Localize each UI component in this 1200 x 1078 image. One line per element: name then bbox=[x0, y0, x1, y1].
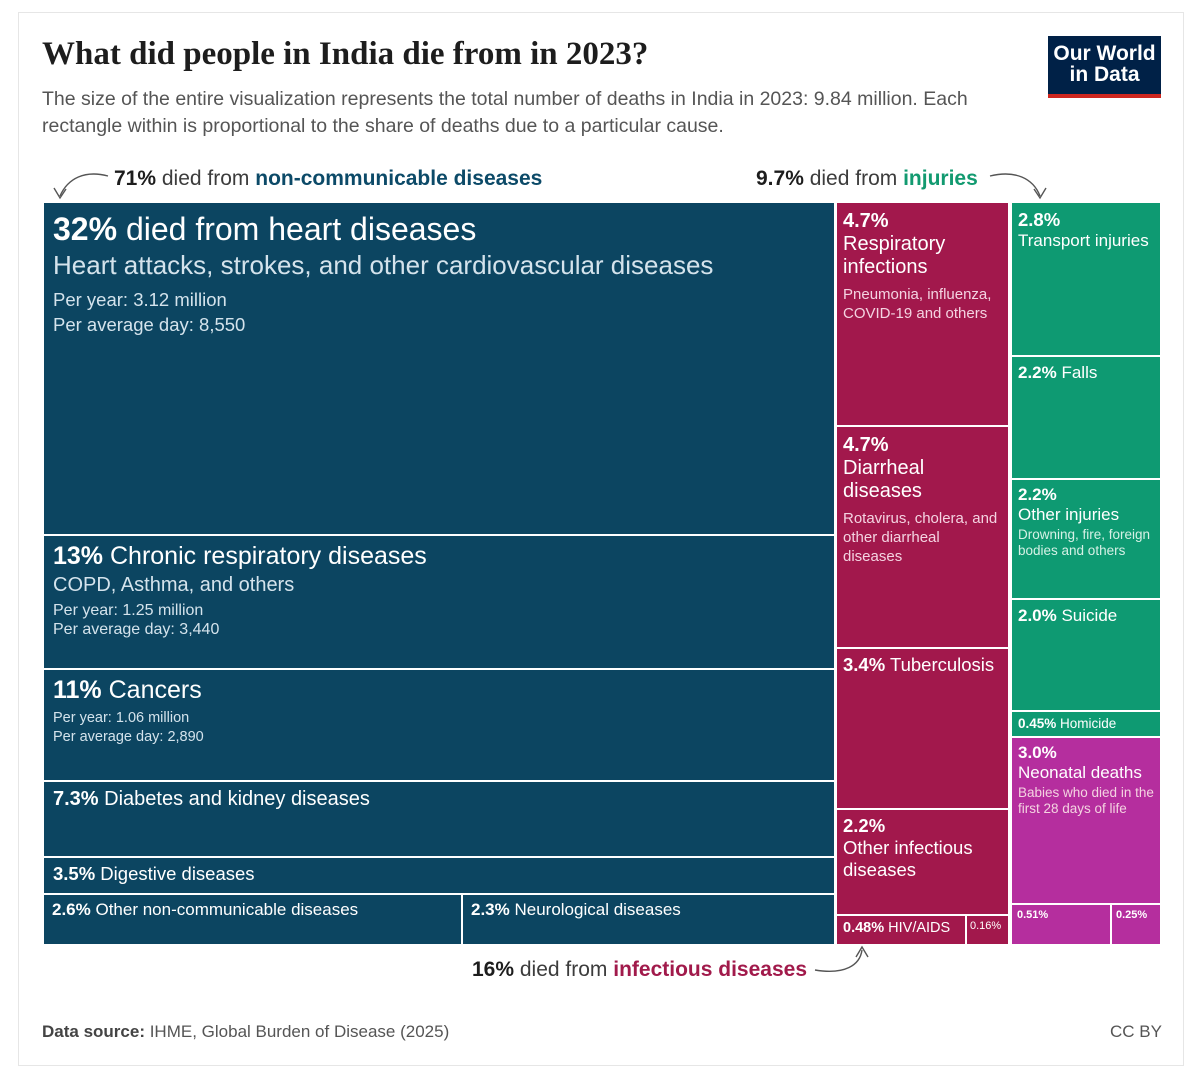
treemap-cell-cancers[interactable]: 11% Cancers Per year: 1.06 million Per a… bbox=[44, 670, 834, 780]
treemap-cell-chronic-respiratory[interactable]: 13% Chronic respiratory diseases COPD, A… bbox=[44, 536, 834, 668]
treemap-cell-other-ncd[interactable]: 2.6% Other non-communicable diseases bbox=[44, 895, 461, 944]
treemap-cell-neonatal-small-1[interactable]: 0.51% bbox=[1012, 905, 1110, 944]
data-source[interactable]: Data source: IHME, Global Burden of Dise… bbox=[42, 1022, 450, 1041]
treemap-cell-respiratory-infections[interactable]: 4.7% Respiratory infections Pneumonia, i… bbox=[837, 203, 1008, 425]
treemap-cell-other-injuries[interactable]: 2.2% Other injuries Drowning, fire, fore… bbox=[1012, 480, 1160, 598]
treemap-cell-falls[interactable]: 2.2% Falls bbox=[1012, 357, 1160, 478]
chart-title: What did people in India die from in 202… bbox=[42, 36, 649, 72]
treemap-cell-diarrheal[interactable]: 4.7% Diarrheal diseases Rotavirus, chole… bbox=[837, 427, 1008, 647]
treemap-cell-suicide[interactable]: 2.0% Suicide bbox=[1012, 600, 1160, 710]
owid-logo[interactable]: Our World in Data bbox=[1048, 36, 1161, 98]
treemap-cell-other-infectious[interactable]: 2.2% Other infectious diseases bbox=[837, 810, 1008, 914]
treemap-cell-hiv-aids[interactable]: 0.48% HIV/AIDS bbox=[837, 916, 965, 944]
treemap-cell-heart[interactable]: 32% died from heart diseases Heart attac… bbox=[44, 203, 834, 534]
logo-line-1: Our World bbox=[1053, 42, 1156, 65]
treemap-cell-transport-injuries[interactable]: 2.8% Transport injuries bbox=[1012, 203, 1160, 355]
treemap-cell-tuberculosis[interactable]: 3.4% Tuberculosis bbox=[837, 649, 1008, 808]
chart-frame bbox=[18, 12, 1184, 1066]
ncd-callout: 71% died from non-communicable diseases bbox=[114, 167, 543, 190]
treemap-cell-diabetes-kidney[interactable]: 7.3% Diabetes and kidney diseases bbox=[44, 782, 834, 856]
treemap-cell-homicide[interactable]: 0.45% Homicide bbox=[1012, 712, 1160, 736]
treemap-cell-neonatal-small-2[interactable]: 0.25% bbox=[1112, 905, 1160, 944]
treemap-cell-digestive[interactable]: 3.5% Digestive diseases bbox=[44, 858, 834, 893]
treemap-cell-infectious-small[interactable]: 0.16% bbox=[967, 916, 1008, 944]
treemap-cell-neurological[interactable]: 2.3% Neurological diseases bbox=[463, 895, 834, 944]
treemap-cell-neonatal[interactable]: 3.0% Neonatal deaths Babies who died in … bbox=[1012, 738, 1160, 903]
injuries-callout: 9.7% died from injuries bbox=[756, 167, 978, 190]
logo-line-2: in Data bbox=[1069, 63, 1140, 86]
infectious-callout: 16% died from infectious diseases bbox=[472, 958, 807, 981]
license-link[interactable]: CC BY bbox=[1110, 1022, 1162, 1041]
chart-subtitle: The size of the entire visualization rep… bbox=[42, 88, 968, 137]
